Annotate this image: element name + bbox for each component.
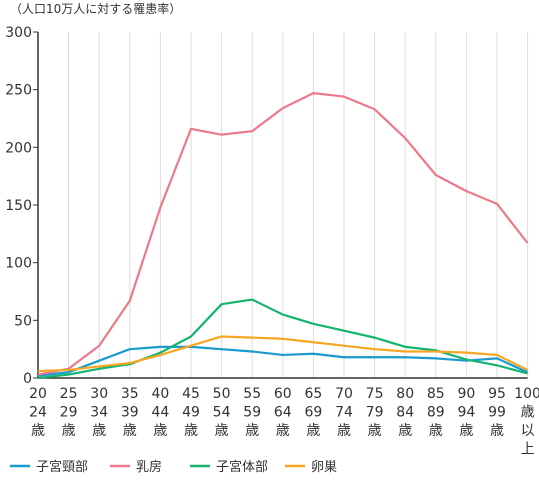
y-tick-label: 50 xyxy=(14,313,32,329)
x-tick-label: 90 94 歳 xyxy=(457,386,475,439)
legend-label: 子宮頸部 xyxy=(36,459,88,475)
y-tick-label: 0 xyxy=(23,371,32,387)
legend-label: 卵巣 xyxy=(311,460,337,475)
x-tick-label: 20 24 歳 xyxy=(29,386,47,439)
x-tick-label: 50 54 歳 xyxy=(213,386,231,439)
y-tick-label: 200 xyxy=(5,140,32,156)
x-tick-label: 40 44 歳 xyxy=(151,386,169,439)
x-tick-label: 75 79 歳 xyxy=(366,386,384,439)
x-tick-label: 25 29 歳 xyxy=(60,386,78,439)
x-tick-label: 55 59 歳 xyxy=(243,386,261,439)
series-line-1 xyxy=(37,345,529,377)
x-tick-label: 95 99 歳 xyxy=(488,386,506,439)
legend-label: 乳房 xyxy=(136,459,162,475)
y-tick-label: 300 xyxy=(5,25,32,41)
y-axis-label: （人口10万人に対する罹患率） xyxy=(10,2,182,16)
series-line-3 xyxy=(37,298,528,380)
x-tick-label: 70 74 歳 xyxy=(335,386,353,439)
y-tick-label: 150 xyxy=(5,198,32,214)
x-tick-label: 30 34 歳 xyxy=(90,386,108,439)
y-tick-label: 250 xyxy=(5,83,32,99)
series-line-4 xyxy=(37,335,529,373)
y-tick-label: 100 xyxy=(5,256,32,272)
x-tick-label: 35 39 歳 xyxy=(121,386,139,439)
x-tick-label: 100 歳以上 xyxy=(514,386,539,458)
legend-label: 子宮体部 xyxy=(216,459,268,475)
x-tick-label: 80 84 歳 xyxy=(396,386,414,439)
x-tick-label: 65 69 歳 xyxy=(304,386,322,439)
x-tick-label: 85 89 歳 xyxy=(427,386,445,439)
series-line-2 xyxy=(37,92,529,376)
x-tick-label: 45 49 歳 xyxy=(182,386,200,439)
x-tick-label: 60 64 歳 xyxy=(274,386,292,439)
